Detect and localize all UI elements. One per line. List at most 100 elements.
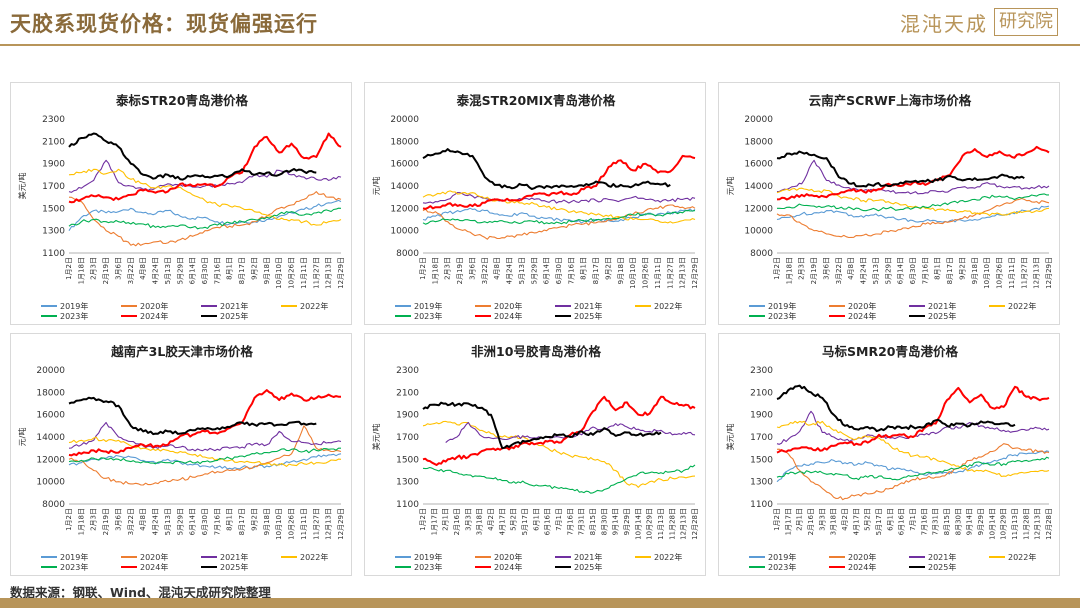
legend-item: 2023年: [414, 311, 442, 321]
x-tick-label: 8月15日: [943, 508, 951, 535]
legend-item: 2024年: [848, 562, 876, 572]
legend-item: 2019年: [414, 552, 442, 562]
y-tick-label: 16000: [390, 160, 419, 170]
x-tick-label: 2月3日: [90, 508, 98, 531]
x-tick-label: 2月3日: [798, 257, 806, 280]
y-tick-label: 20000: [744, 115, 773, 125]
y-tick-label: 1500: [750, 455, 773, 465]
legend-item: 2021年: [928, 552, 956, 562]
series-line-2025年: [68, 132, 317, 181]
x-tick-label: 1月17日: [430, 508, 438, 535]
x-tick-label: 2月19日: [102, 257, 110, 284]
y-axis-label: 元/吨: [371, 177, 381, 196]
series-line-2022年: [422, 420, 696, 488]
series-line-2021年: [776, 159, 1050, 195]
x-tick-label: 7月1日: [909, 508, 917, 531]
x-tick-label: 12月28日: [691, 508, 699, 540]
header-divider: [0, 44, 1080, 46]
y-tick-label: 2100: [750, 388, 773, 398]
legend-item: 2021年: [574, 301, 602, 311]
series-line-2024年: [776, 385, 1050, 454]
x-tick-label: 2月19日: [102, 508, 110, 535]
x-tick-label: 7月31日: [932, 508, 940, 535]
chart-title: 越南产3L胶天津市场价格: [110, 344, 253, 359]
x-tick-label: 6月14日: [189, 257, 197, 284]
legend-item: 2019年: [60, 301, 88, 311]
chart-panel-2: 泰混STR20MIX青岛港价格 元/吨 8000 10000 12000 14000 160…: [364, 82, 706, 325]
x-tick-label: 1月2日: [65, 257, 73, 280]
y-tick-label: 1300: [396, 478, 419, 488]
x-tick-label: 3月22日: [835, 257, 843, 284]
x-tick-label: 7月16日: [213, 257, 221, 284]
y-tick-label: 1100: [42, 249, 65, 259]
x-tick-label: 2月1日: [442, 508, 450, 531]
chart-panel-6: 马标SMR20青岛港价格 美元/吨 1100 1300 1500 1700 1900 2100…: [718, 333, 1060, 576]
y-tick-label: 10000: [390, 227, 419, 237]
y-tick-label: 2300: [42, 115, 65, 125]
page-header: 天胶系现货价格：现货偏强运行 混沌天成 研究院: [0, 0, 1080, 46]
x-tick-label: 10月10日: [275, 508, 283, 540]
series-line-2023年: [68, 207, 342, 230]
x-tick-label: 11月28日: [668, 508, 676, 540]
x-tick-label: 8月1日: [934, 257, 942, 280]
x-tick-label: 6月1日: [886, 508, 894, 531]
footer-bar: [0, 598, 1080, 608]
x-tick-label: 6月14日: [189, 508, 197, 535]
legend-item: 2020年: [848, 301, 876, 311]
y-tick-label: 1700: [42, 182, 65, 192]
x-tick-label: 2月19日: [456, 257, 464, 284]
x-tick-label: 5月17日: [875, 508, 883, 535]
y-axis-label: 美元/吨: [371, 424, 381, 451]
x-tick-label: 3月6日: [468, 257, 476, 280]
x-tick-label: 2月3日: [444, 257, 452, 280]
x-tick-label: 4月24日: [152, 257, 160, 284]
series-line-2019年: [68, 199, 342, 231]
x-tick-label: 5月2日: [510, 508, 518, 531]
x-tick-label: 9月2日: [958, 257, 966, 280]
series-line-2023年: [68, 447, 341, 465]
series-line-2023年: [776, 456, 1050, 481]
y-tick-label: 8000: [396, 249, 419, 259]
x-tick-label: 9月29日: [977, 508, 985, 535]
series-line-2019年: [68, 453, 342, 470]
series-line-2021年: [422, 191, 696, 204]
legend-item: 2022年: [300, 301, 328, 311]
chart-title: 马标SMR20青岛港价格: [822, 344, 958, 359]
series-line-2025年: [776, 150, 1025, 188]
x-tick-label: 10月26日: [288, 257, 296, 289]
series-line-2020年: [422, 204, 696, 240]
x-tick-label: 2月16日: [453, 508, 461, 535]
y-tick-label: 2300: [750, 366, 773, 376]
chart-title: 非洲10号胶青岛港价格: [471, 344, 601, 359]
legend-item: 2022年: [654, 552, 682, 562]
x-tick-label: 3月22日: [481, 257, 489, 284]
logo-box: 研究院: [994, 8, 1058, 36]
legend-item: 2024年: [494, 562, 522, 572]
legend-item: 2020年: [494, 552, 522, 562]
x-tick-label: 4月8日: [139, 257, 147, 280]
x-tick-label: 10月26日: [288, 508, 296, 540]
page-title: 天胶系现货价格：现货偏强运行: [10, 11, 318, 36]
x-tick-label: 7月31日: [578, 508, 586, 535]
y-tick-label: 1500: [396, 455, 419, 465]
x-tick-label: 5月29日: [884, 257, 892, 284]
x-tick-label: 10月26日: [642, 257, 650, 289]
y-tick-label: 8000: [42, 500, 65, 510]
x-tick-label: 5月29日: [176, 508, 184, 535]
series-line-2022年: [68, 436, 342, 467]
x-tick-label: 11月11日: [1008, 257, 1016, 289]
legend-item: 2023年: [414, 562, 442, 572]
y-tick-label: 2300: [396, 366, 419, 376]
x-tick-label: 3月22日: [127, 508, 135, 535]
x-tick-label: 11月27日: [312, 508, 320, 540]
x-tick-label: 3月18日: [476, 508, 484, 535]
x-tick-label: 6月14日: [543, 257, 551, 284]
x-tick-label: 6月16日: [898, 508, 906, 535]
series-line-2020年: [776, 197, 1050, 239]
legend-item: 2022年: [1008, 552, 1036, 562]
x-tick-label: 8月15日: [589, 508, 597, 535]
x-tick-label: 12月13日: [679, 257, 687, 289]
y-axis-label: 美元/吨: [17, 173, 27, 200]
x-tick-label: 1月18日: [77, 257, 85, 284]
